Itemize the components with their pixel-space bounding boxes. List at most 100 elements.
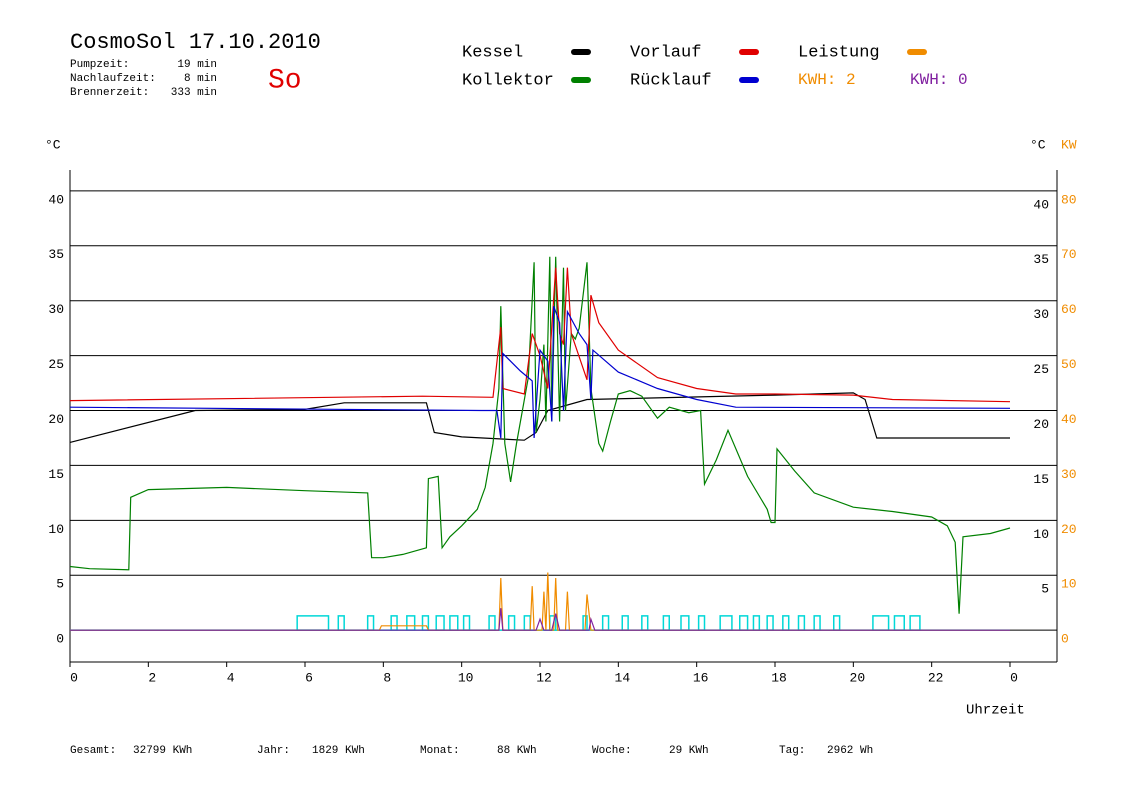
pump-block: [462, 615, 471, 631]
y2-tick-label: 80: [1061, 192, 1077, 207]
y2-tick-label: 20: [1061, 522, 1077, 537]
pump-block: [366, 615, 375, 631]
x-tick-label: 16: [693, 670, 709, 685]
total-label: Gesamt:: [70, 745, 116, 757]
x-tick-label: 6: [305, 670, 313, 685]
pump-block: [680, 615, 690, 631]
x-axis-label: Uhrzeit: [966, 703, 1025, 719]
legend-label: Rücklauf: [630, 71, 712, 90]
y-tick-label: 0: [56, 632, 64, 647]
total-value: 1829 KWh: [312, 745, 365, 757]
kwh-label: KWH: 2: [798, 71, 856, 89]
legend-label: Kollektor: [462, 71, 554, 90]
pump-block: [337, 615, 345, 631]
pump-block: [813, 615, 821, 631]
pump-block: [435, 615, 445, 631]
y-right-tick-label: 40: [1033, 197, 1049, 212]
pump-block: [752, 615, 761, 631]
y2-tick-label: 40: [1061, 412, 1077, 427]
pump-block: [488, 615, 496, 631]
pump-block: [641, 615, 649, 631]
pump-block: [782, 615, 790, 631]
pump-block: [296, 615, 330, 631]
y2-tick-label: 10: [1061, 577, 1077, 592]
y-tick-label: 5: [56, 577, 64, 592]
pump-block: [601, 615, 610, 631]
series-line: [69, 256, 1011, 614]
legend-label: Leistung: [798, 43, 880, 62]
x-tick-label: 22: [928, 670, 944, 685]
y-tick-label: 40: [48, 192, 64, 207]
series-line: [69, 267, 1011, 403]
total-value: 88 KWh: [497, 745, 537, 757]
pump-block: [406, 615, 416, 631]
total-value: 2962 Wh: [827, 745, 873, 757]
legend-label: Kessel: [462, 43, 523, 62]
chart-title: CosmoSol 17.10.2010: [70, 30, 321, 55]
kwh-label: KWH: 0: [910, 71, 968, 89]
y-axis-label: °C: [45, 137, 61, 152]
x-tick-label: 20: [850, 670, 866, 685]
y2-tick-label: 0: [1061, 632, 1069, 647]
y-tick-label: 20: [48, 412, 64, 427]
pump-block: [449, 615, 459, 631]
x-tick-label: 10: [458, 670, 474, 685]
y-right-tick-label: 10: [1033, 527, 1049, 542]
x-tick-label: 14: [615, 670, 631, 685]
y-right-tick-label: 30: [1033, 307, 1049, 322]
y2-tick-label: 60: [1061, 302, 1077, 317]
pump-block: [833, 615, 841, 631]
y-right-tick-label: 35: [1033, 252, 1049, 267]
pump-block: [739, 615, 749, 631]
total-value: 32799 KWh: [133, 745, 192, 757]
time-label: Pumpzeit:: [70, 59, 129, 71]
time-label: Nachlaufzeit:: [70, 73, 156, 85]
total-label: Monat:: [420, 745, 460, 757]
pump-block: [697, 615, 706, 631]
x-tick-label: 12: [536, 670, 552, 685]
legend-label: Vorlauf: [630, 43, 701, 62]
total-label: Woche:: [592, 745, 632, 757]
y2-tick-label: 30: [1061, 467, 1077, 482]
time-value: 8 min: [184, 73, 217, 85]
series-line: [69, 305, 1011, 439]
y-right-tick-label: 5: [1041, 582, 1049, 597]
x-tick-label: 0: [1010, 670, 1018, 685]
y-tick-label: 30: [48, 302, 64, 317]
pump-block: [893, 615, 905, 631]
y2-unit-label: KW: [1061, 137, 1077, 152]
y-tick-label: 10: [48, 522, 64, 537]
pump-block: [523, 615, 531, 631]
y-tick-label: 15: [48, 467, 64, 482]
time-value: 19 min: [177, 59, 217, 71]
pump-block: [662, 615, 670, 631]
y2-tick-label: 50: [1061, 357, 1077, 372]
weekday: So: [268, 65, 302, 96]
pump-block: [872, 615, 890, 631]
x-tick-label: 2: [148, 670, 156, 685]
time-label: Brennerzeit:: [70, 87, 149, 99]
series-line: [70, 608, 1010, 631]
y-tick-label: 25: [48, 357, 64, 372]
total-label: Tag:: [779, 745, 805, 757]
x-tick-label: 18: [771, 670, 787, 685]
y-right-tick-label: 25: [1033, 362, 1049, 377]
y-right-tick-label: 15: [1033, 472, 1049, 487]
y-right-tick-label: 20: [1033, 417, 1049, 432]
total-label: Jahr:: [257, 745, 290, 757]
pump-block: [909, 615, 921, 631]
pump-block: [719, 615, 733, 631]
x-tick-label: 8: [383, 670, 391, 685]
pump-block: [507, 615, 516, 631]
y-tick-label: 35: [48, 247, 64, 262]
time-value: 333 min: [171, 87, 217, 99]
pump-block: [766, 615, 774, 631]
pump-block: [390, 615, 398, 631]
pump-block: [621, 615, 629, 631]
pump-block: [797, 615, 806, 631]
y2-axis-label: °C: [1030, 137, 1046, 152]
x-tick-label: 0: [70, 670, 78, 685]
total-value: 29 KWh: [669, 745, 709, 757]
